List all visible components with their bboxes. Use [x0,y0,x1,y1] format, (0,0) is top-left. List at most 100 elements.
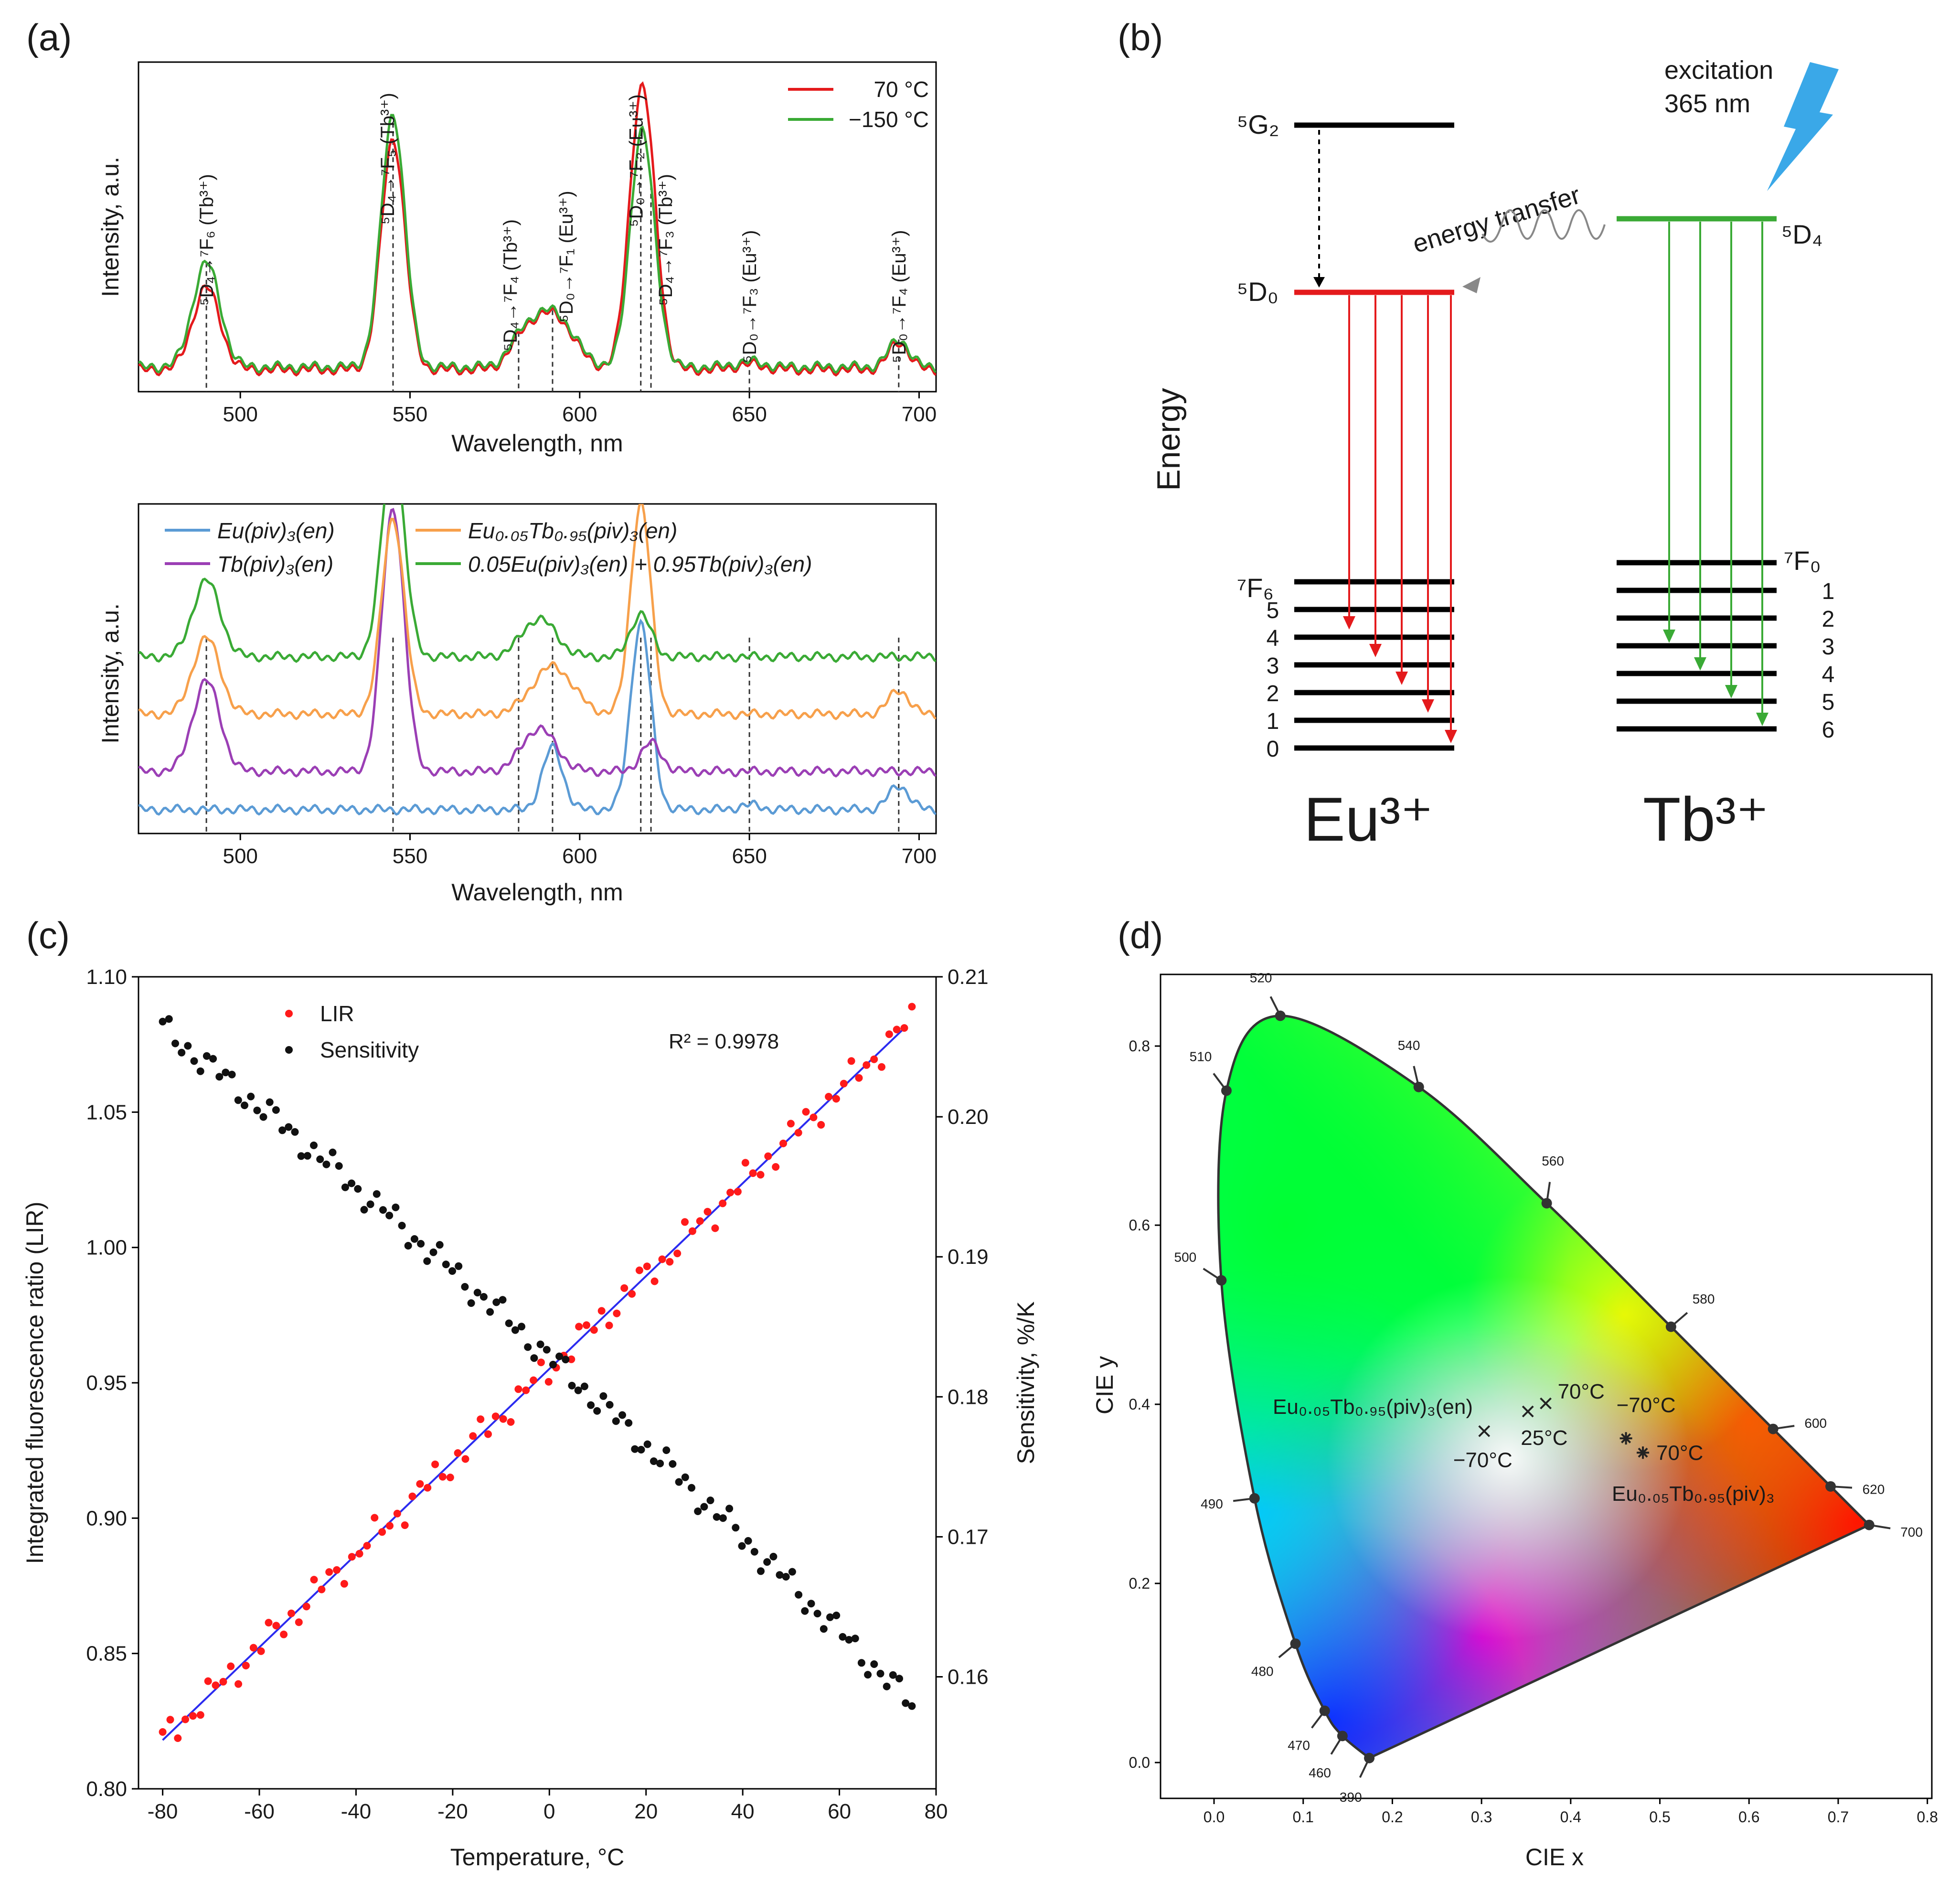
spectral-locus [1217,1015,1871,1760]
locus-label: 540 [1398,1038,1420,1053]
energy-transfer-label: energy transfer [1409,181,1584,259]
sensitivity-point [253,1106,261,1114]
lir-point [393,1509,401,1518]
y-right-tick-label: 0.16 [948,1666,989,1689]
sensitivity-point [857,1659,865,1667]
lir-point [386,1522,394,1530]
lir-point [643,1262,651,1271]
x-tick-label: 650 [732,403,767,426]
locus-label: 460 [1309,1765,1331,1780]
lir-point [514,1385,522,1393]
eu-level-number: 2 [1267,681,1279,706]
y-left-tick-label: 1.10 [86,965,127,989]
sensitivity-point [788,1568,796,1576]
sensitivity-point [643,1440,651,1448]
cie-point-label: 70°C [1558,1380,1605,1403]
gamut-blend [1327,1276,1690,1640]
sensitivity-point [518,1323,525,1331]
lir-point [794,1129,802,1137]
cie-point-en [1522,1405,1534,1418]
transition-label: ⁵D₀→⁷F₁ (Eu³⁺) [556,191,577,322]
x-tick-label: 80 [925,1800,948,1823]
y-tick-label: 0.8 [1129,1037,1150,1055]
sensitivity-point [348,1179,356,1187]
lir-point [371,1514,379,1522]
sensitivity-point [410,1235,418,1243]
lir-point [530,1376,538,1384]
axes-ticks: -80 -60 -40 -20 0 20 40 60 80 0.80 0.85 0.90 0.95 1.0… [86,965,988,1823]
x-tick-label: -40 [341,1800,372,1823]
y-right-tick-label: 0.21 [948,965,989,989]
sensitivity-point [291,1128,299,1136]
lir-point [688,1227,696,1235]
sensitivity-point [889,1671,897,1679]
sensitivity-point [839,1633,847,1641]
sensitivity-point [479,1293,488,1301]
series-line [138,508,936,778]
lir-point [249,1644,257,1652]
sensitivity-point [322,1160,330,1168]
tb-emission-arrows [1663,222,1768,726]
sensitivity-point [492,1298,501,1306]
x-tick-label: 550 [393,844,427,868]
series-lines [138,504,936,816]
tb-level-number: 5 [1822,690,1835,715]
lir-point [318,1585,326,1593]
tb-level-number: 1 [1822,579,1835,604]
lir-point [446,1474,454,1482]
x-tick-label: 0.5 [1649,1808,1670,1826]
x-tick-label: 600 [562,403,597,426]
x-ticks: 500 550 600 650 700 [223,392,937,426]
x-tick-label: 700 [902,403,937,426]
sensitivity-point [259,1113,267,1121]
sensitivity-point [171,1039,179,1047]
sensitivity-point [895,1675,903,1683]
series-lines [138,81,936,377]
sensitivity-point [530,1354,538,1362]
energy-axis-label: Energy [1150,388,1187,491]
sensitivity-point [241,1101,248,1110]
plot-frame [138,503,937,834]
locus-label: 480 [1251,1664,1274,1679]
lir-point [280,1630,288,1638]
sensitivity-point [423,1257,431,1265]
series-line [138,504,936,720]
x-tick-label: 0 [543,1800,555,1823]
level-5D0-label: ⁵D₀ [1237,277,1278,307]
eu-level-number: 0 [1267,737,1279,762]
legend-label-eu: Eu(piv)₃(en) [217,518,335,543]
lir-point [431,1460,439,1468]
chart-c: -80 -60 -40 -20 0 20 40 60 80 0.80 0.85 0.90 0.95 1.0… [21,965,1039,1870]
eu-level-number: 4 [1267,626,1279,651]
lir-point [257,1647,265,1655]
lir-point [590,1326,598,1334]
sensitivity-point [360,1206,368,1214]
sensitivity-point [618,1411,626,1419]
sensitivity-point [656,1459,664,1467]
lir-point [219,1678,227,1686]
series-label-solid: Eu₀.₀₅Tb₀.₉₅(piv)₃ [1612,1482,1775,1506]
sensitivity-point [285,1123,293,1131]
sensitivity-point [820,1625,828,1633]
locus-marker [1541,1198,1552,1209]
sensitivity-point [813,1610,821,1618]
sensitivity-point [461,1283,469,1291]
plot-frame [138,976,937,1790]
lir-point [242,1662,250,1669]
x-tick-label: 0.3 [1471,1808,1492,1826]
lir-point [416,1480,424,1488]
lir-point [749,1169,757,1177]
lir-point [477,1415,485,1423]
series-line [138,81,936,377]
energy-level-diagram: Energy ⁵G₂ ⁵D₀ ⁵D₄ excitation 365 nm ene… [1150,56,1839,854]
tb-emission-arrowhead [1694,657,1706,671]
x-tick-label: 500 [223,844,257,868]
transition-label: ⁵D₄→⁷F₄ (Tb³⁺) [500,219,521,351]
lir-point [719,1199,727,1208]
sensitivity-point [247,1092,255,1101]
eu-level-number: 3 [1267,653,1279,679]
sensitivity-point [272,1106,280,1114]
lir-point [491,1412,500,1421]
panel-label-c: (c) [26,914,70,956]
sensitivity-point [562,1356,570,1364]
